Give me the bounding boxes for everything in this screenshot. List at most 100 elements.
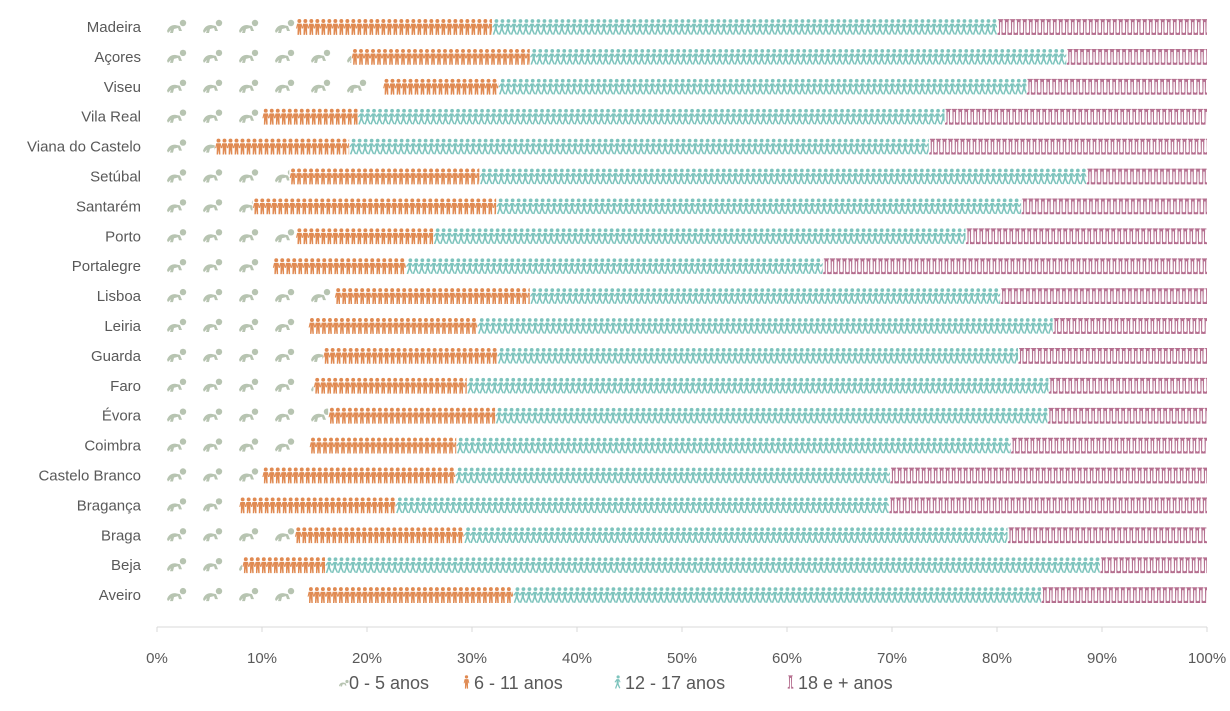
- adult-legs-icon: [787, 675, 794, 689]
- category-label: Vila Real: [81, 109, 141, 126]
- bar-segment-12-17-anos: [325, 557, 1100, 574]
- crawling-baby-icon: [339, 679, 349, 687]
- bar-segment-0-5-anos: [167, 318, 295, 332]
- category-label: Santarém: [76, 198, 141, 215]
- bar-segment-0-5-anos: [167, 288, 331, 303]
- bar-segment-12-17-anos: [497, 348, 1018, 364]
- category-label: Bragança: [77, 497, 142, 514]
- bar-segment-18-e-anos: [1021, 198, 1208, 215]
- bar-segment-6-11-anos: [215, 138, 350, 155]
- category-label: Évora: [102, 408, 142, 425]
- category-label: Aveiro: [99, 587, 141, 604]
- bar-segment-12-17-anos: [479, 168, 1087, 185]
- bar-segment-6-11-anos: [239, 497, 396, 514]
- bar-segment-12-17-anos: [456, 437, 1011, 454]
- bar-segment-6-11-anos: [262, 467, 456, 484]
- bar-segment-0-5-anos: [167, 19, 295, 33]
- bar-segment-0-5-anos: [167, 199, 253, 213]
- legend-label: 6 - 11 anos: [474, 673, 563, 693]
- bar-segment-6-11-anos: [313, 377, 467, 394]
- bar-segment-0-5-anos: [167, 378, 314, 392]
- bar-segment-18-e-anos: [1047, 407, 1208, 424]
- bar-segment-6-11-anos: [351, 48, 530, 65]
- bar-segment-0-5-anos: [167, 79, 367, 93]
- bar-segment-0-5-anos: [167, 348, 323, 362]
- bar-segment-0-5-anos: [167, 169, 290, 183]
- bar-segment-0-5-anos: [167, 259, 259, 273]
- category-label: Açores: [94, 49, 141, 66]
- legend-label: 0 - 5 anos: [349, 673, 429, 693]
- bar-segment-12-17-anos: [477, 318, 1053, 334]
- bar-segment-12-17-anos: [496, 198, 1022, 215]
- category-label: Lisboa: [97, 288, 142, 305]
- x-axis-ticks: 0% 10% 20% 30% 40% 50% 60% 70% 80% 90% 100%: [146, 627, 1226, 667]
- category-labels: Madeira Açores Viseu Vila Real Viana do Cast…: [27, 19, 142, 604]
- x-tick-label: 30%: [457, 650, 487, 667]
- bar-segment-18-e-anos: [889, 497, 1207, 514]
- legend: 0 - 5 anos 6 - 11 anos 12 - 17 anos 18 e + …: [339, 673, 893, 693]
- bar-segment-12-17-anos: [455, 467, 890, 484]
- legend-item: 6 - 11 anos: [463, 673, 563, 693]
- bar-segment-18-e-anos: [823, 258, 1207, 275]
- x-tick-label: 20%: [352, 650, 382, 667]
- bar-segment-12-17-anos: [529, 288, 1001, 304]
- bar-segment-6-11-anos: [308, 318, 478, 334]
- bar-segment-12-17-anos: [395, 497, 889, 514]
- bar-segment-6-11-anos: [289, 168, 480, 185]
- bar-segment-6-11-anos: [383, 78, 499, 95]
- bar-segment-18-e-anos: [1100, 557, 1208, 574]
- bar-segment-12-17-anos: [513, 587, 1042, 603]
- bar-segment-18-e-anos: [929, 138, 1207, 155]
- bar-segment-18-e-anos: [1066, 49, 1208, 65]
- bar-segment-12-17-anos: [406, 258, 823, 275]
- bar-segment-18-e-anos: [890, 467, 1208, 484]
- bar-segment-18-e-anos: [1026, 78, 1208, 95]
- category-label: Coimbra: [84, 438, 141, 455]
- category-label: Guarda: [91, 348, 142, 365]
- bar-segment-12-17-anos: [433, 228, 966, 245]
- x-tick-label: 10%: [247, 650, 277, 667]
- bar-segment-0-5-anos: [167, 408, 329, 422]
- x-tick-label: 60%: [772, 650, 802, 667]
- bar-segment-18-e-anos: [1048, 377, 1207, 394]
- bar-segment-0-5-anos: [167, 139, 215, 153]
- bar-segment-6-11-anos: [272, 258, 406, 275]
- bar-segment-18-e-anos: [1007, 527, 1207, 544]
- category-label: Madeira: [87, 19, 142, 36]
- bar-segment-6-11-anos: [242, 557, 325, 574]
- x-tick-label: 50%: [667, 650, 697, 667]
- legend-item: 0 - 5 anos: [339, 673, 429, 693]
- bar-segment-6-11-anos: [294, 527, 464, 544]
- bar-segment-12-17-anos: [529, 49, 1067, 65]
- bar-segment-18-e-anos: [1053, 318, 1208, 334]
- bar-segment-12-17-anos: [492, 19, 997, 35]
- category-label: Leiria: [104, 318, 141, 335]
- bar-segment-0-5-anos: [167, 468, 259, 482]
- legend-item: 18 e + anos: [787, 673, 893, 693]
- bar-segment-12-17-anos: [349, 138, 929, 155]
- child-icon: [463, 675, 470, 689]
- bar-segment-0-5-anos: [167, 109, 259, 123]
- bar-segment-6-11-anos: [328, 407, 496, 424]
- bar-segment-6-11-anos: [295, 19, 492, 35]
- bar-segment-6-11-anos: [262, 108, 358, 125]
- bars: [167, 19, 1208, 603]
- legend-label: 12 - 17 anos: [625, 673, 725, 693]
- x-tick-label: 0%: [146, 650, 168, 667]
- category-label: Castelo Branco: [38, 468, 141, 485]
- bar-segment-0-5-anos: [167, 438, 295, 452]
- legend-label: 18 e + anos: [798, 673, 893, 693]
- bar-segment-18-e-anos: [1018, 348, 1207, 364]
- bar-segment-12-17-anos: [498, 78, 1027, 95]
- bar-segment-18-e-anos: [1011, 437, 1208, 454]
- category-label: Viana do Castelo: [27, 139, 141, 156]
- bar-segment-6-11-anos: [295, 228, 434, 245]
- bar-segment-0-5-anos: [167, 49, 352, 63]
- x-tick-label: 40%: [562, 650, 592, 667]
- bar-segment-12-17-anos: [495, 407, 1048, 424]
- x-tick-label: 70%: [877, 650, 907, 667]
- bar-segment-0-5-anos: [167, 229, 295, 243]
- bar-segment-0-5-anos: [167, 587, 295, 602]
- bar-segment-18-e-anos: [1086, 168, 1207, 185]
